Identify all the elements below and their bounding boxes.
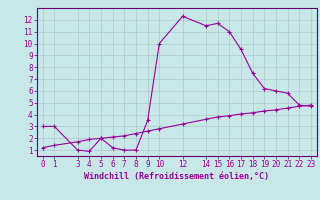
X-axis label: Windchill (Refroidissement éolien,°C): Windchill (Refroidissement éolien,°C) <box>84 172 269 181</box>
